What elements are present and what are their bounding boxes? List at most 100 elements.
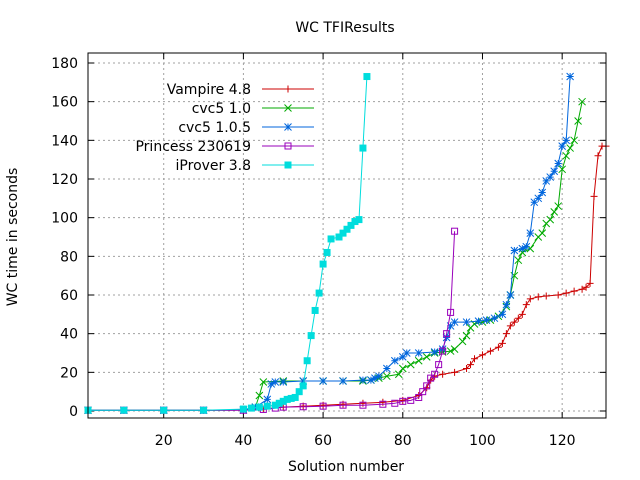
legend-label: iProver 3.8 — [176, 158, 251, 174]
data-point — [327, 235, 335, 243]
data-point — [391, 399, 399, 407]
data-point — [550, 167, 559, 176]
data-point — [363, 73, 371, 81]
data-point — [398, 353, 407, 361]
data-point — [486, 347, 494, 355]
data-point — [422, 353, 431, 361]
data-point — [510, 318, 518, 326]
data-point — [510, 246, 519, 255]
data-point — [594, 152, 602, 160]
data-point — [506, 322, 514, 330]
data-point — [394, 370, 403, 379]
data-point — [371, 374, 379, 382]
data-point — [506, 291, 515, 299]
data-point — [359, 144, 367, 152]
data-point — [566, 144, 574, 152]
data-point — [315, 289, 323, 297]
data-point — [343, 225, 351, 233]
data-point — [582, 283, 590, 291]
y-tick-label: 100 — [51, 211, 78, 227]
data-point — [200, 406, 208, 414]
series-layer — [84, 72, 610, 415]
data-point — [538, 229, 547, 237]
x-tick-label: 120 — [549, 433, 576, 449]
y-tick-label: 160 — [51, 95, 78, 111]
data-point — [359, 401, 367, 409]
data-point — [255, 403, 263, 411]
data-point — [462, 318, 471, 326]
data-point — [284, 142, 292, 150]
data-point — [578, 285, 586, 293]
data-point — [284, 123, 292, 131]
data-point — [323, 248, 331, 256]
data-point — [263, 402, 271, 410]
data-point — [414, 356, 423, 365]
data-point — [522, 301, 530, 309]
data-point — [462, 331, 471, 340]
data-point — [447, 308, 455, 316]
data-point — [578, 97, 586, 106]
data-point — [562, 151, 571, 160]
data-point — [255, 391, 264, 400]
data-point — [562, 289, 570, 297]
data-point — [494, 343, 502, 351]
data-point — [239, 405, 247, 413]
x-tick-label: 80 — [394, 433, 412, 449]
data-point — [284, 161, 292, 169]
data-point — [427, 374, 435, 382]
data-point — [550, 208, 559, 216]
data-point — [526, 229, 535, 237]
data-point — [291, 393, 299, 401]
data-point — [451, 227, 459, 235]
data-point — [542, 292, 550, 300]
data-point — [299, 377, 308, 385]
chart-title: WC TFIResults — [295, 20, 394, 36]
data-point — [398, 364, 407, 373]
data-point — [514, 256, 523, 265]
y-tick-label: 60 — [60, 288, 78, 304]
data-point — [534, 194, 543, 203]
data-point — [402, 349, 411, 357]
data-point — [554, 202, 563, 210]
data-point — [446, 322, 455, 330]
y-tick-label: 140 — [51, 133, 78, 149]
data-point — [558, 165, 567, 174]
data-point — [463, 364, 471, 372]
data-point — [546, 173, 555, 181]
data-point — [259, 378, 268, 386]
data-point — [271, 378, 280, 386]
data-point — [458, 337, 467, 346]
data-point — [467, 361, 475, 369]
data-point — [299, 403, 307, 411]
data-point — [319, 260, 327, 268]
y-tick-label: 80 — [60, 249, 78, 265]
data-point — [534, 293, 542, 301]
y-tick-label: 20 — [60, 365, 78, 381]
data-point — [570, 136, 578, 145]
data-point — [415, 393, 423, 401]
data-point — [435, 361, 443, 369]
data-point — [451, 368, 459, 376]
data-point — [586, 279, 594, 287]
data-point — [247, 404, 255, 412]
data-point — [574, 117, 582, 125]
data-point — [339, 401, 347, 409]
x-axis-label: Solution number — [288, 459, 404, 475]
data-point — [474, 317, 483, 325]
plot-frame — [87, 52, 607, 419]
y-tick-label: 0 — [69, 404, 78, 420]
y-tick-label: 120 — [51, 172, 78, 188]
data-point — [390, 356, 399, 365]
data-point — [439, 347, 447, 355]
data-point — [566, 72, 574, 81]
data-point — [319, 377, 327, 385]
data-point — [382, 372, 391, 381]
data-point — [439, 370, 447, 378]
data-point — [335, 233, 343, 241]
data-point — [450, 318, 459, 326]
data-point — [423, 382, 431, 390]
data-point — [355, 216, 363, 224]
data-point — [518, 244, 527, 253]
data-point — [295, 388, 303, 396]
